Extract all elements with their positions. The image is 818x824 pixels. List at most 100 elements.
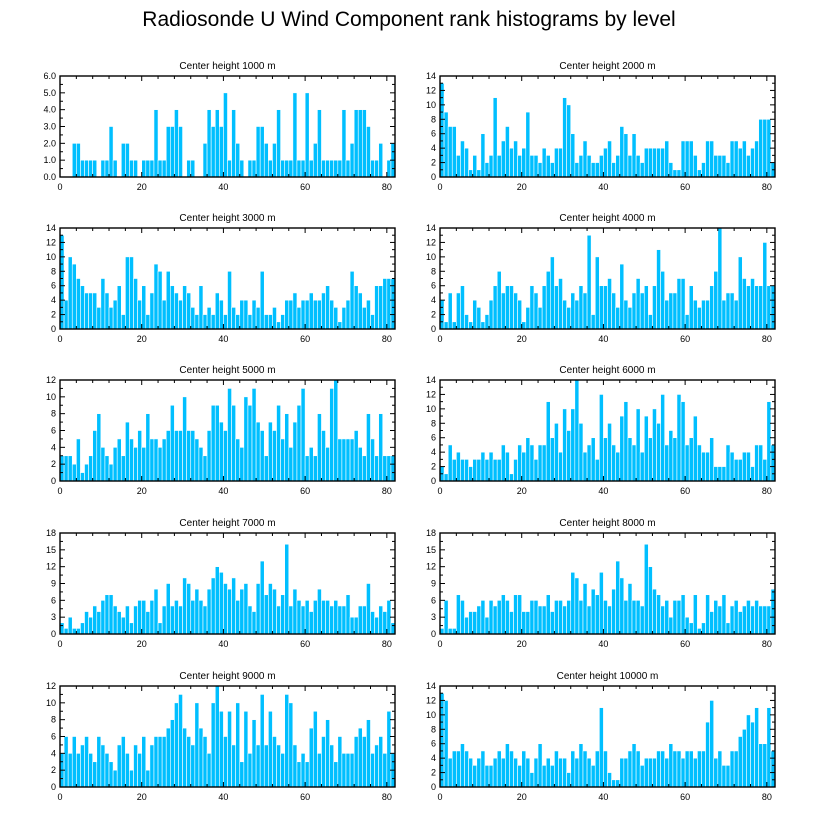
histogram-bar bbox=[137, 600, 143, 635]
histogram-bar bbox=[223, 92, 228, 178]
histogram-bar bbox=[664, 299, 670, 330]
histogram-bar bbox=[697, 444, 702, 482]
histogram-bar bbox=[599, 285, 604, 330]
y-tick-label: 2 bbox=[51, 459, 56, 469]
histogram-bar bbox=[198, 727, 204, 788]
histogram-bar bbox=[133, 744, 138, 788]
histogram-bar bbox=[582, 583, 588, 635]
y-tick-label: 4 bbox=[51, 295, 56, 305]
x-tick-label: 80 bbox=[762, 486, 772, 496]
histogram-bar bbox=[227, 270, 232, 330]
histogram-bar bbox=[145, 611, 151, 635]
histogram-bar bbox=[468, 611, 473, 635]
histogram-bar bbox=[725, 444, 731, 482]
histogram-bar bbox=[660, 394, 665, 482]
histogram-bar bbox=[488, 451, 494, 482]
histogram-bar bbox=[562, 299, 567, 330]
histogram-bar bbox=[366, 126, 371, 178]
histogram-bar bbox=[80, 472, 85, 482]
histogram-bar bbox=[750, 278, 755, 330]
histogram-bar bbox=[92, 761, 98, 788]
y-tick-label: 8 bbox=[51, 409, 56, 419]
histogram-bar bbox=[133, 159, 138, 178]
histogram-bar bbox=[243, 583, 249, 635]
x-tick-label: 60 bbox=[300, 639, 310, 649]
histogram-bar bbox=[259, 126, 265, 178]
histogram-bar bbox=[451, 750, 457, 788]
histogram-bar bbox=[357, 109, 363, 178]
histogram-bar bbox=[174, 109, 179, 178]
histogram-bar bbox=[652, 757, 657, 788]
histogram-panel: Center height 9000 m 0 20 40 60 80 0 2 4 6 8 10 12 bbox=[46, 671, 396, 802]
y-tick-label: 9 bbox=[51, 579, 56, 589]
histogram-bar bbox=[762, 743, 768, 788]
histogram-bar bbox=[631, 133, 637, 178]
histogram-bar bbox=[456, 750, 461, 788]
histogram-bar bbox=[611, 162, 616, 178]
histogram-bar bbox=[145, 413, 151, 482]
histogram-bar bbox=[235, 314, 241, 330]
histogram-bar bbox=[705, 721, 710, 788]
histogram-bar bbox=[574, 379, 580, 482]
histogram-bar bbox=[255, 126, 261, 178]
histogram-bar bbox=[378, 143, 384, 178]
histogram-bar bbox=[178, 694, 183, 788]
histogram-bar bbox=[672, 169, 678, 178]
histogram-bar bbox=[137, 430, 143, 482]
x-tick-label: 60 bbox=[680, 334, 690, 344]
histogram-bar bbox=[341, 307, 347, 330]
x-tick-label: 0 bbox=[437, 639, 442, 649]
y-tick-label: 10 bbox=[426, 404, 436, 414]
histogram-bar bbox=[333, 159, 339, 178]
histogram-bar bbox=[537, 605, 543, 635]
histogram-bar bbox=[337, 736, 343, 788]
y-tick-label: 2.0 bbox=[43, 138, 56, 148]
histogram-bar bbox=[374, 744, 379, 788]
histogram-bar bbox=[607, 422, 612, 482]
histogram-bar bbox=[472, 155, 478, 178]
histogram-bar bbox=[353, 285, 359, 330]
histogram-bar bbox=[345, 438, 351, 482]
histogram-bar bbox=[762, 118, 768, 178]
histogram-bar bbox=[496, 459, 502, 482]
histogram-bar bbox=[304, 299, 310, 330]
histogram-bar bbox=[116, 611, 122, 635]
histogram-bar bbox=[325, 159, 330, 178]
x-tick-label: 40 bbox=[218, 486, 228, 496]
histogram-bar bbox=[533, 757, 539, 788]
histogram-bar bbox=[737, 147, 743, 178]
histogram-bar bbox=[202, 736, 208, 788]
y-tick-label: 4 bbox=[431, 295, 436, 305]
histogram-bar bbox=[492, 97, 498, 178]
histogram-bar bbox=[692, 415, 698, 482]
histogram-bar bbox=[488, 155, 494, 178]
histogram-bar bbox=[721, 155, 727, 178]
histogram-bar bbox=[329, 388, 335, 482]
histogram-bar bbox=[161, 299, 167, 330]
histogram-bar bbox=[300, 605, 306, 635]
y-tick-label: 8 bbox=[51, 266, 56, 276]
histogram-bar bbox=[312, 299, 318, 330]
histogram-bar bbox=[729, 605, 735, 635]
histogram-bar bbox=[484, 765, 490, 788]
histogram-bar bbox=[386, 455, 392, 482]
x-tick-label: 0 bbox=[437, 182, 442, 192]
histogram-bar bbox=[268, 314, 273, 330]
histogram-bar bbox=[513, 594, 518, 635]
histogram-bar bbox=[627, 750, 633, 788]
y-tick-label: 6 bbox=[51, 426, 56, 436]
histogram-bar bbox=[729, 140, 735, 178]
histogram-bar bbox=[554, 147, 559, 178]
histogram-bar bbox=[206, 753, 212, 788]
histogram-bar bbox=[235, 143, 241, 178]
x-tick-label: 40 bbox=[598, 639, 608, 649]
histogram-bar bbox=[631, 292, 637, 330]
x-tick-label: 80 bbox=[382, 334, 392, 344]
histogram-bar bbox=[251, 159, 257, 178]
histogram-bar bbox=[476, 757, 482, 788]
histogram-bar bbox=[370, 753, 375, 788]
histogram-bar bbox=[84, 463, 89, 482]
histogram-bar bbox=[599, 707, 604, 788]
y-tick-label: 18 bbox=[426, 528, 436, 538]
histogram-bar bbox=[505, 743, 510, 788]
